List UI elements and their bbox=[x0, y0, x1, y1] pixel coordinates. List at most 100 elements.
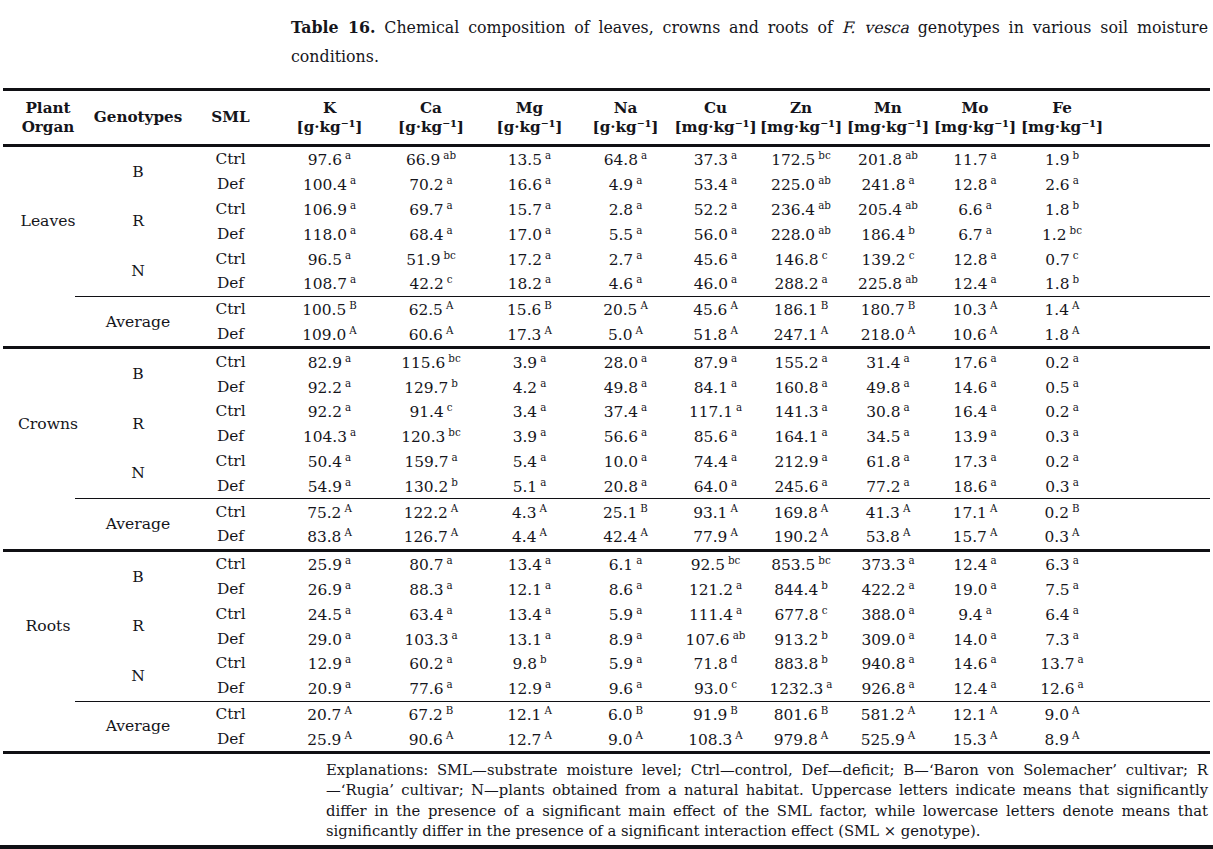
significance-superscript: a bbox=[908, 604, 914, 616]
value: 51.8 bbox=[693, 326, 727, 344]
value-cell: 309.0a bbox=[844, 629, 932, 649]
column-header-sml: SML bbox=[183, 91, 278, 144]
value-cell: 14.6a bbox=[932, 653, 1018, 673]
value-cell: 106.9a bbox=[278, 199, 381, 219]
table-header-row: Plant Organ Genotypes SML K[g·kg⁻¹]Ca[g·… bbox=[3, 91, 1210, 147]
significance-superscript: a bbox=[641, 149, 647, 161]
value: 9.0 bbox=[1045, 706, 1069, 724]
value: 236.4 bbox=[771, 201, 815, 219]
value: 14.6 bbox=[953, 379, 987, 397]
significance-superscript: a bbox=[991, 174, 997, 186]
sml-cell: Def bbox=[183, 325, 278, 343]
value: 66.9 bbox=[406, 151, 440, 169]
genotype-rows: Ctrl12.9a60.2a9.8b5.9a71.8d883.8b940.8a1… bbox=[183, 651, 1210, 701]
genotype-label: N bbox=[93, 449, 183, 499]
value-cell: 0.7c bbox=[1018, 249, 1106, 269]
value: 49.8 bbox=[604, 379, 638, 397]
significance-superscript: a bbox=[821, 352, 827, 364]
value: 77.6 bbox=[409, 680, 443, 698]
sml-cell: Def bbox=[183, 630, 278, 648]
significance-superscript: A bbox=[903, 502, 910, 514]
value-cell: 62.5A bbox=[381, 299, 481, 319]
value-cell: 180.7B bbox=[844, 299, 932, 319]
sml-cell: Def bbox=[183, 730, 278, 748]
value: 108.7 bbox=[303, 275, 347, 293]
significance-superscript: a bbox=[1073, 451, 1079, 463]
significance-superscript: a bbox=[908, 579, 914, 591]
value: 104.3 bbox=[303, 428, 347, 446]
genotype-rows: Ctrl96.5a51.9bc17.2a2.7a45.6a146.8c139.2… bbox=[183, 246, 1210, 296]
value-cell: 41.3A bbox=[844, 502, 932, 522]
significance-superscript: b bbox=[451, 377, 458, 389]
significance-superscript: A bbox=[821, 324, 828, 336]
value-cell: 5.9a bbox=[578, 653, 673, 673]
element-symbol: Cu bbox=[704, 99, 727, 118]
value: 186.4 bbox=[861, 226, 905, 244]
value: 60.2 bbox=[409, 655, 443, 673]
genotype-label: R bbox=[93, 197, 183, 247]
value: 109.0 bbox=[302, 326, 346, 344]
value-cell: 13.7a bbox=[1018, 653, 1106, 673]
value: 853.5 bbox=[771, 556, 815, 574]
value-cell: 5.4a bbox=[481, 451, 578, 471]
value: 18.6 bbox=[953, 478, 987, 496]
value: 1.2 bbox=[1042, 226, 1066, 244]
value: 0.5 bbox=[1045, 379, 1069, 397]
genotype-label: B bbox=[93, 552, 183, 602]
significance-superscript: a bbox=[540, 426, 546, 438]
significance-superscript: ab bbox=[818, 199, 831, 211]
value-cell: 212.9a bbox=[758, 451, 844, 471]
significance-superscript: A bbox=[990, 324, 997, 336]
significance-superscript: a bbox=[636, 604, 642, 616]
value-cell: 77.6a bbox=[381, 678, 481, 698]
value-cell: 2.8a bbox=[578, 199, 673, 219]
significance-superscript: a bbox=[451, 629, 457, 641]
significance-superscript: a bbox=[545, 604, 551, 616]
value: 6.1 bbox=[609, 556, 633, 574]
value: 56.6 bbox=[604, 428, 638, 446]
significance-superscript: b bbox=[540, 653, 547, 665]
value: 103.3 bbox=[404, 631, 448, 649]
significance-superscript: a bbox=[991, 273, 997, 285]
significance-superscript: a bbox=[636, 199, 642, 211]
significance-superscript: a bbox=[904, 401, 910, 413]
value: 13.9 bbox=[953, 428, 987, 446]
value-cell: 87.9a bbox=[673, 352, 758, 372]
value: 13.1 bbox=[508, 631, 542, 649]
significance-superscript: a bbox=[545, 579, 551, 591]
value-cell: 1232.3a bbox=[758, 678, 844, 698]
genotype-group-b: BCtrl25.9a80.7a13.4a6.1a92.5bc853.5bc373… bbox=[93, 552, 1210, 602]
sml-cell: Ctrl bbox=[183, 250, 278, 268]
value: 0.7 bbox=[1045, 251, 1069, 269]
significance-superscript: a bbox=[908, 653, 914, 665]
significance-superscript: a bbox=[1073, 401, 1079, 413]
value: 212.9 bbox=[774, 453, 818, 471]
value-cell: 7.3a bbox=[1018, 629, 1106, 649]
value: 17.6 bbox=[953, 354, 987, 372]
significance-superscript: B bbox=[640, 502, 648, 514]
organ-label-leaves: Leaves bbox=[3, 147, 93, 296]
value: 883.8 bbox=[774, 655, 818, 673]
value-cell: 51.9bc bbox=[381, 249, 481, 269]
value: 5.1 bbox=[513, 478, 537, 496]
sml-cell: Ctrl bbox=[183, 654, 278, 672]
average-rows: Ctrl20.7A67.2B12.1A6.0B91.9B801.6B581.2A… bbox=[183, 702, 1210, 752]
significance-superscript: ab bbox=[905, 149, 918, 161]
significance-superscript: bc bbox=[448, 426, 460, 438]
value-cell: 12.1A bbox=[932, 704, 1018, 724]
significance-superscript: B bbox=[730, 704, 738, 716]
significance-superscript: A bbox=[1072, 729, 1079, 741]
value-cell: 581.2A bbox=[844, 704, 932, 724]
significance-superscript: a bbox=[731, 377, 737, 389]
significance-superscript: B bbox=[635, 704, 643, 716]
value: 92.2 bbox=[308, 403, 342, 421]
value-cell: 20.9a bbox=[278, 678, 381, 698]
value-cell: 12.1A bbox=[481, 704, 578, 724]
element-symbol: Fe bbox=[1052, 99, 1072, 118]
significance-superscript: a bbox=[904, 377, 910, 389]
significance-superscript: A bbox=[544, 729, 551, 741]
value: 77.2 bbox=[866, 478, 900, 496]
significance-superscript: a bbox=[636, 174, 642, 186]
element-unit: [g·kg⁻¹] bbox=[496, 118, 562, 137]
value-cell: 11.7a bbox=[932, 149, 1018, 169]
